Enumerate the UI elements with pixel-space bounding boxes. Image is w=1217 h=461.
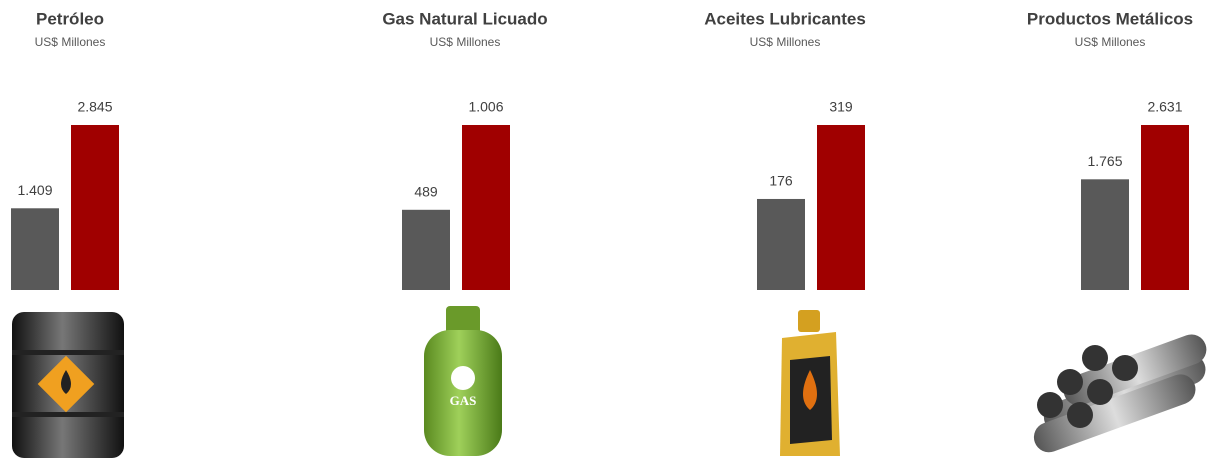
gas-cylinder-icon: GAS	[424, 306, 502, 456]
bar	[1081, 179, 1129, 290]
bar	[1141, 125, 1189, 290]
value-label: 176	[769, 173, 793, 189]
chart-subtitle: US$ Millones	[35, 35, 106, 49]
pipes-icon	[1030, 330, 1211, 456]
bar	[402, 210, 450, 290]
value-label: 1.409	[17, 182, 52, 198]
value-label: 1.765	[1087, 153, 1122, 169]
chart-subtitle: US$ Millones	[1075, 35, 1146, 49]
oil-bottle-icon	[780, 310, 840, 456]
chart-title: Gas Natural Licuado	[382, 9, 547, 28]
svg-text:GAS: GAS	[450, 393, 477, 408]
value-label: 2.631	[1147, 99, 1182, 115]
bar	[757, 199, 805, 290]
bar	[462, 125, 510, 290]
bar	[817, 125, 865, 290]
chart-subtitle: US$ Millones	[430, 35, 501, 49]
chart-title: Productos Metálicos	[1027, 9, 1193, 28]
value-label: 489	[414, 183, 438, 199]
barrel-icon	[12, 312, 124, 458]
chart-title: Aceites Lubricantes	[704, 9, 866, 28]
value-label: 319	[829, 99, 853, 115]
value-label: 1.006	[468, 99, 503, 115]
chart-subtitle: US$ Millones	[750, 35, 821, 49]
bar	[71, 125, 119, 290]
bar	[11, 208, 59, 290]
value-label: 2.845	[77, 99, 112, 115]
chart-title: Petróleo	[36, 9, 104, 28]
page: GAS Petróleo US$ Millones 1.409 2.845 Gas Na…	[0, 0, 1217, 461]
